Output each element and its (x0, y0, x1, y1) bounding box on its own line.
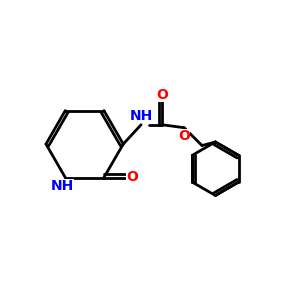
Text: O: O (156, 88, 168, 102)
Text: NH: NH (130, 110, 153, 123)
Text: O: O (126, 170, 138, 184)
Text: NH: NH (51, 179, 74, 194)
Text: O: O (178, 129, 190, 143)
